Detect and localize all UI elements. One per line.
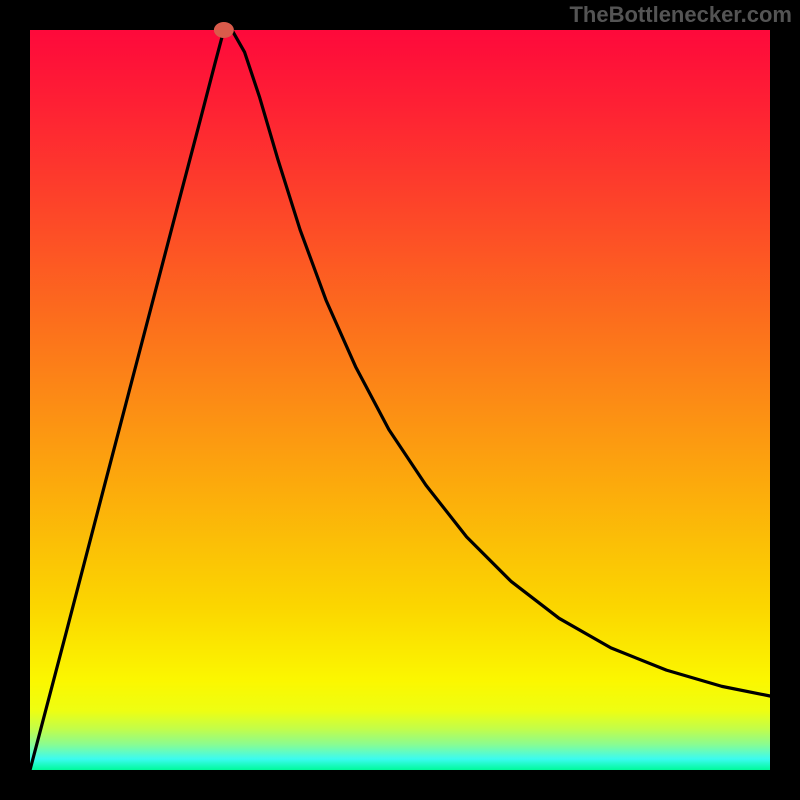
watermark-text: TheBottlenecker.com: [569, 2, 792, 28]
chart-frame: TheBottlenecker.com: [0, 0, 800, 800]
chart-svg: [0, 0, 800, 800]
optimum-marker: [214, 22, 234, 38]
plot-background: [30, 30, 770, 770]
